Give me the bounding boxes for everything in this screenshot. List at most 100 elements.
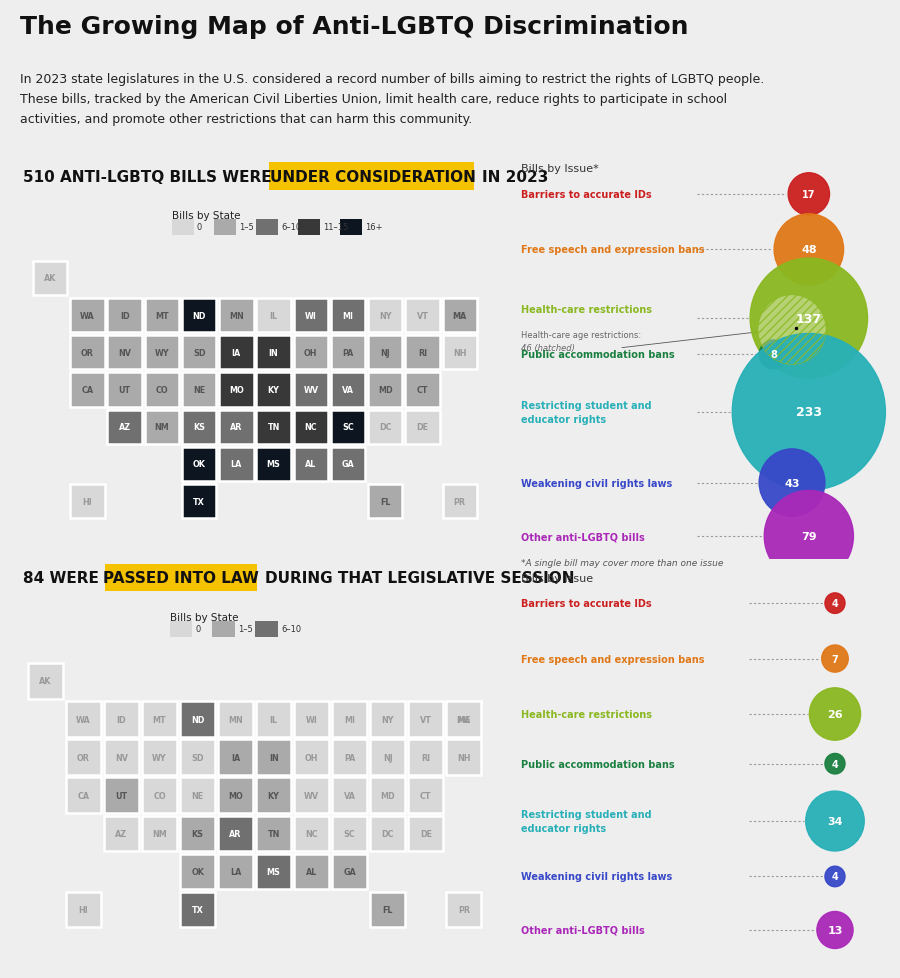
Text: VT: VT <box>420 715 432 724</box>
Text: LA: LA <box>230 867 241 875</box>
Text: DC: DC <box>379 422 392 432</box>
FancyBboxPatch shape <box>256 335 291 370</box>
FancyBboxPatch shape <box>256 621 278 638</box>
FancyBboxPatch shape <box>293 335 328 370</box>
Text: IN: IN <box>269 753 278 762</box>
Text: Bills by State: Bills by State <box>172 210 240 221</box>
Text: TN: TN <box>267 422 280 432</box>
Text: 1–5: 1–5 <box>239 223 254 232</box>
Text: CA: CA <box>77 791 89 800</box>
Text: NV: NV <box>115 753 128 762</box>
Text: NE: NE <box>194 385 205 394</box>
Text: PR: PR <box>458 905 470 913</box>
Text: IN: IN <box>269 348 278 357</box>
Text: Other anti-LGBTQ bills: Other anti-LGBTQ bills <box>521 531 645 542</box>
Text: DC: DC <box>382 828 394 838</box>
FancyBboxPatch shape <box>220 335 254 370</box>
Text: MA: MA <box>456 715 471 724</box>
Text: FL: FL <box>380 497 391 507</box>
Text: DE: DE <box>417 422 428 432</box>
Text: OK: OK <box>191 867 204 875</box>
FancyBboxPatch shape <box>220 298 254 333</box>
FancyBboxPatch shape <box>405 373 440 407</box>
FancyBboxPatch shape <box>256 701 292 736</box>
Text: KY: KY <box>267 791 280 800</box>
Text: HI: HI <box>83 497 93 507</box>
FancyBboxPatch shape <box>331 410 365 444</box>
FancyBboxPatch shape <box>331 373 365 407</box>
FancyBboxPatch shape <box>443 298 477 333</box>
FancyBboxPatch shape <box>269 163 474 191</box>
Text: GA: GA <box>342 460 355 469</box>
Text: GA: GA <box>343 867 356 875</box>
Text: HI: HI <box>78 905 88 913</box>
FancyBboxPatch shape <box>340 219 362 236</box>
FancyBboxPatch shape <box>298 219 320 236</box>
Text: 46 (hatched): 46 (hatched) <box>521 343 575 352</box>
FancyBboxPatch shape <box>332 778 367 813</box>
FancyBboxPatch shape <box>405 335 440 370</box>
FancyBboxPatch shape <box>182 484 216 519</box>
Text: AZ: AZ <box>115 828 128 838</box>
FancyBboxPatch shape <box>218 778 253 813</box>
FancyBboxPatch shape <box>368 373 402 407</box>
Text: NY: NY <box>382 715 394 724</box>
FancyBboxPatch shape <box>446 739 482 775</box>
FancyBboxPatch shape <box>294 739 329 775</box>
Text: TN: TN <box>267 828 280 838</box>
FancyBboxPatch shape <box>28 664 63 699</box>
Text: 137: 137 <box>796 312 822 326</box>
FancyBboxPatch shape <box>104 778 140 813</box>
Text: MD: MD <box>378 385 392 394</box>
FancyBboxPatch shape <box>331 335 365 370</box>
Text: CA: CA <box>81 385 94 394</box>
Text: NJ: NJ <box>381 348 391 357</box>
Text: NE: NE <box>192 791 203 800</box>
Text: 6–10: 6–10 <box>281 625 302 634</box>
Text: WY: WY <box>152 753 166 762</box>
Circle shape <box>788 173 830 216</box>
Text: Health-care restrictions: Health-care restrictions <box>521 304 652 314</box>
Text: OR: OR <box>81 348 94 357</box>
FancyBboxPatch shape <box>105 564 256 592</box>
FancyBboxPatch shape <box>293 410 328 444</box>
Circle shape <box>760 340 788 370</box>
Circle shape <box>817 911 853 949</box>
FancyBboxPatch shape <box>405 298 440 333</box>
FancyBboxPatch shape <box>294 816 329 851</box>
Text: WA: WA <box>76 715 91 724</box>
FancyBboxPatch shape <box>293 373 328 407</box>
FancyBboxPatch shape <box>405 410 440 444</box>
FancyBboxPatch shape <box>332 701 367 736</box>
Text: 233: 233 <box>796 406 822 419</box>
Text: 17: 17 <box>802 190 815 200</box>
Text: WI: WI <box>306 715 318 724</box>
Text: 34: 34 <box>827 817 842 826</box>
Text: PASSED INTO LAW: PASSED INTO LAW <box>103 570 258 586</box>
FancyBboxPatch shape <box>409 701 444 736</box>
FancyBboxPatch shape <box>218 816 253 851</box>
Text: IL: IL <box>270 715 278 724</box>
FancyBboxPatch shape <box>218 701 253 736</box>
Text: 4: 4 <box>832 759 839 769</box>
Text: 26: 26 <box>827 709 842 719</box>
Text: NM: NM <box>155 422 169 432</box>
FancyBboxPatch shape <box>145 298 179 333</box>
Text: 13: 13 <box>827 925 842 935</box>
FancyBboxPatch shape <box>182 410 216 444</box>
Text: PR: PR <box>454 497 465 507</box>
FancyBboxPatch shape <box>70 373 104 407</box>
Text: SD: SD <box>193 348 205 357</box>
Text: MT: MT <box>155 311 168 320</box>
Text: PA: PA <box>344 753 356 762</box>
Text: The Growing Map of Anti-LGBTQ Discrimination: The Growing Map of Anti-LGBTQ Discrimina… <box>20 16 688 39</box>
Text: Health-care age restrictions:: Health-care age restrictions: <box>521 331 642 340</box>
Circle shape <box>774 214 843 286</box>
Text: NJ: NJ <box>382 753 392 762</box>
Text: KY: KY <box>267 385 280 394</box>
Text: RI: RI <box>421 753 430 762</box>
Text: OR: OR <box>77 753 90 762</box>
Text: OH: OH <box>304 348 318 357</box>
FancyBboxPatch shape <box>409 739 444 775</box>
FancyBboxPatch shape <box>331 298 365 333</box>
